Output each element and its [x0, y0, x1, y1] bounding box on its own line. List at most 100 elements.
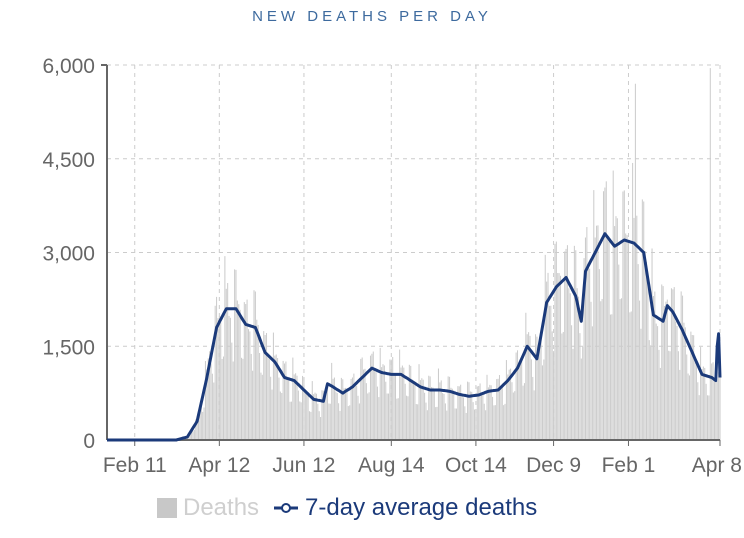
legend: Deaths 7-day average deaths	[157, 494, 537, 522]
deaths-bar	[605, 181, 607, 441]
deaths-bar	[615, 216, 617, 440]
deaths-bar	[652, 296, 654, 440]
deaths-bar	[550, 305, 552, 440]
deaths-bar	[220, 316, 222, 440]
deaths-bar	[711, 363, 713, 440]
deaths-bar	[245, 304, 247, 440]
deaths-bar	[224, 256, 226, 440]
deaths-bar	[432, 387, 434, 440]
deaths-bar	[508, 369, 510, 440]
deaths-bar	[661, 284, 663, 440]
deaths-bar	[192, 431, 194, 440]
deaths-bar	[501, 386, 503, 440]
deaths-bar	[333, 377, 335, 440]
deaths-bar	[275, 354, 277, 440]
deaths-bar	[383, 365, 385, 440]
deaths-bar	[472, 402, 474, 440]
deaths-bar	[702, 366, 704, 440]
deaths-bar	[530, 359, 532, 440]
deaths-bar	[479, 383, 481, 440]
deaths-bar	[279, 391, 281, 440]
deaths-bar	[345, 387, 347, 440]
deaths-bar	[718, 372, 720, 440]
deaths-bar	[385, 381, 387, 440]
deaths-bar	[511, 382, 513, 440]
deaths-bar	[715, 381, 717, 440]
deaths-bar	[428, 375, 430, 440]
deaths-bar	[371, 353, 373, 440]
deaths-bar	[695, 364, 697, 440]
x-tick-label: Apr 12	[188, 454, 250, 477]
deaths-bar	[713, 379, 715, 440]
deaths-bar	[191, 431, 193, 440]
deaths-bar	[446, 410, 448, 440]
deaths-bar	[243, 302, 245, 440]
y-tick-label: 6,000	[42, 55, 95, 78]
deaths-bar	[231, 342, 233, 440]
deaths-bar	[691, 335, 693, 440]
deaths-bar	[439, 382, 441, 440]
deaths-bar	[199, 407, 201, 440]
deaths-bar	[347, 406, 349, 440]
deaths-bar	[598, 269, 600, 440]
deaths-bar	[386, 393, 388, 440]
deaths-bar	[229, 317, 231, 440]
deaths-bar	[704, 367, 706, 440]
deaths-bar	[339, 410, 341, 440]
deaths-bar	[379, 347, 381, 440]
deaths-bar	[397, 398, 399, 440]
deaths-bar	[483, 403, 485, 440]
deaths-bar	[235, 269, 237, 440]
deaths-bar	[553, 351, 555, 440]
deaths-bar	[474, 409, 476, 440]
deaths-bar	[238, 304, 240, 440]
deaths-bar	[616, 218, 618, 440]
legend-avg-label[interactable]: 7-day average deaths	[305, 494, 538, 521]
deaths-bar	[227, 283, 229, 440]
deaths-bar	[546, 281, 548, 440]
deaths-bar	[600, 301, 602, 440]
deaths-bar	[404, 383, 406, 440]
deaths-bar	[482, 394, 484, 440]
deaths-bar	[566, 245, 568, 440]
deaths-bar	[680, 291, 682, 440]
deaths-bar	[433, 388, 435, 440]
deaths-bar	[644, 251, 646, 440]
x-tick-label: Oct 14	[445, 454, 507, 477]
deaths-bar	[497, 378, 499, 440]
deaths-bar	[647, 275, 649, 440]
deaths-bar	[547, 272, 549, 440]
deaths-bar	[335, 391, 337, 440]
deaths-bar	[308, 411, 311, 440]
deaths-bar	[688, 375, 691, 440]
x-tick-label: Apr 8	[692, 454, 742, 477]
deaths-bar	[571, 325, 573, 440]
deaths-bar	[393, 373, 395, 440]
deaths-bar	[203, 407, 205, 440]
deaths-bar	[590, 301, 592, 440]
x-tick-label: Feb 11	[103, 454, 167, 477]
deaths-bar	[412, 380, 415, 440]
deaths-bar	[289, 401, 291, 440]
deaths-bar	[282, 360, 284, 440]
deaths-bar	[621, 298, 623, 440]
deaths-bar	[342, 379, 344, 440]
deaths-bar	[419, 380, 421, 440]
deaths-bar	[401, 365, 403, 440]
deaths-bar	[382, 364, 384, 440]
deaths-bar	[589, 268, 591, 440]
deaths-bar	[457, 386, 459, 440]
deaths-bar	[374, 370, 376, 440]
deaths-bar	[444, 403, 446, 440]
deaths-bar	[358, 403, 360, 440]
deaths-bar	[462, 397, 464, 440]
deaths-bar	[719, 353, 721, 440]
deaths-bar	[528, 332, 530, 440]
deaths-bar	[498, 375, 501, 440]
deaths-bar	[591, 326, 593, 440]
legend-deaths-label[interactable]: Deaths	[183, 494, 260, 521]
deaths-bar	[461, 396, 463, 440]
deaths-bar	[346, 388, 348, 440]
deaths-bar	[505, 360, 507, 440]
